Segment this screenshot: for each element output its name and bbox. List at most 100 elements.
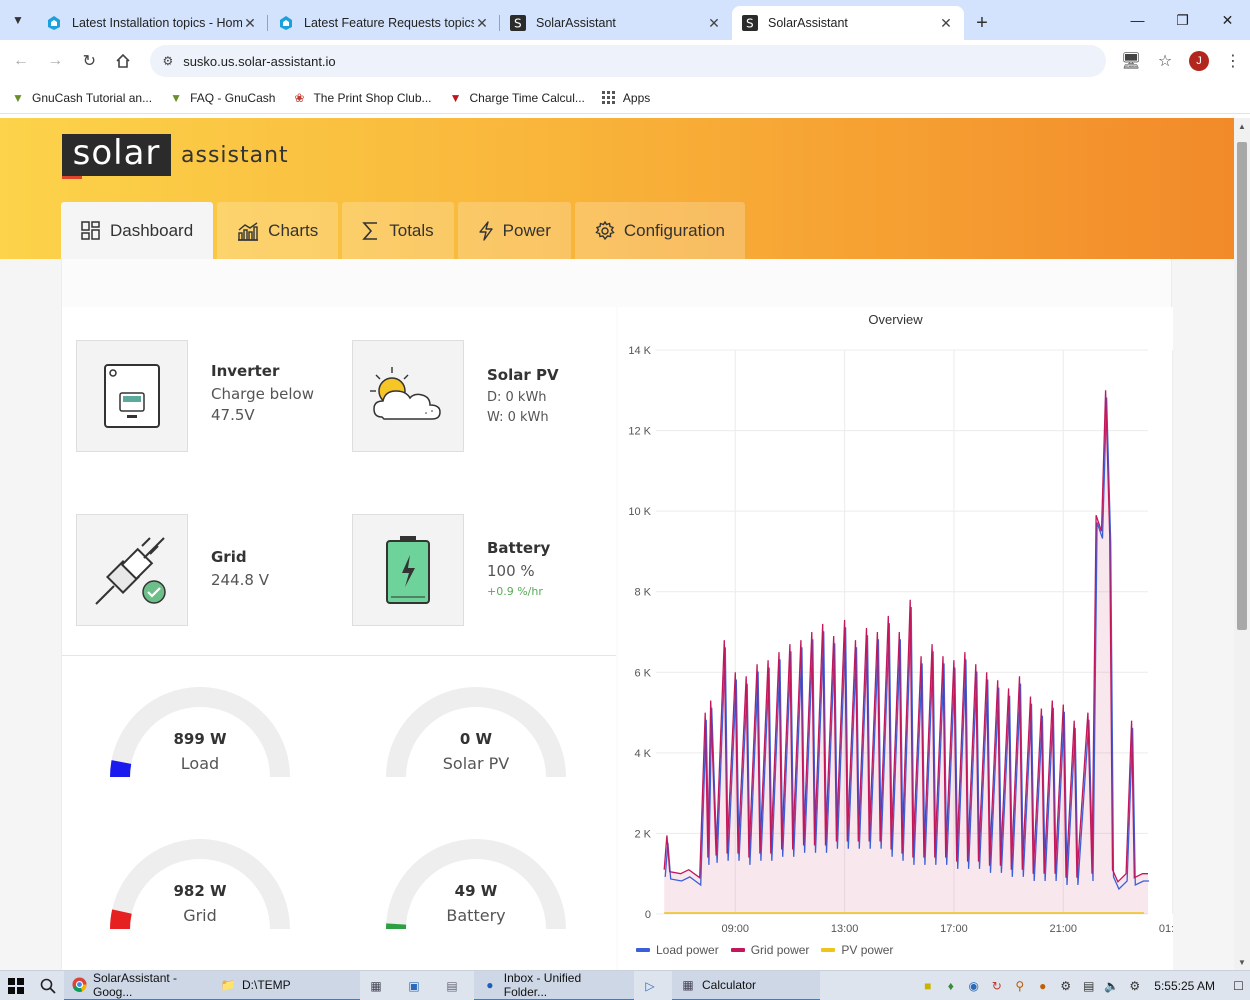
bookmark-item[interactable]: ▼ Charge Time Calcul... [448, 90, 585, 106]
taskbar-app-explorer[interactable]: 📁 D:\TEMP [212, 970, 360, 1000]
legend-item-grid[interactable]: Grid power [730, 943, 809, 957]
load-gauge[interactable]: 899 W Load [110, 687, 290, 787]
inverter-status: Charge below [211, 385, 314, 403]
app-logo[interactable]: solar assistant [62, 133, 289, 179]
legend-item-pv[interactable]: PV power [821, 943, 893, 957]
tab-configuration[interactable]: Configuration [574, 202, 745, 259]
taskbar-app-chrome[interactable]: SolarAssistant - Goog... [64, 970, 212, 1000]
tab-search-chevron-icon[interactable]: ▼ [12, 13, 24, 27]
taskbar-clock[interactable]: 5:55:25 AM [1154, 978, 1215, 993]
tray-network-icon[interactable]: ▤ [1083, 978, 1095, 993]
windows-logo-icon [8, 977, 24, 994]
tab-power[interactable]: Power [457, 202, 571, 259]
tab-dashboard[interactable]: Dashboard [61, 202, 214, 259]
tab-close-icon[interactable]: ✕ [708, 14, 720, 31]
battery-card[interactable]: Battery 100 % +0.9 %/hr [352, 514, 550, 626]
x-tick-label: 17:00 [940, 923, 968, 935]
tray-notes-icon[interactable]: ■ [924, 978, 932, 993]
battery-gauge[interactable]: 49 W Battery [386, 839, 566, 939]
browser-tab-active[interactable]: S SolarAssistant ✕ [732, 6, 964, 40]
discourse-favicon-icon [46, 15, 62, 31]
search-icon[interactable] [32, 971, 64, 1000]
more-menu-icon[interactable]: ⋮ [1225, 53, 1242, 70]
tab-close-icon[interactable]: ✕ [940, 14, 952, 31]
battery-soc: 100 % [487, 562, 535, 580]
browser-tab[interactable]: Latest Feature Requests topics - ✕ [268, 6, 500, 40]
tab-title: SolarAssistant [768, 16, 848, 30]
restore-window-icon[interactable]: ❐ [1176, 11, 1189, 28]
profile-avatar[interactable]: J [1189, 51, 1210, 71]
app-window-icon: ▦ [370, 978, 382, 993]
section-divider [62, 655, 616, 656]
taskbar-app-mail[interactable]: ● Inbox - Unified Folder... [474, 970, 634, 1000]
solar-daily-yield: D: 0 kWh [487, 390, 547, 405]
inverter-icon [76, 340, 188, 452]
bookmark-label: The Print Shop Club... [313, 90, 432, 105]
charts-icon [237, 221, 259, 241]
bookmark-item[interactable]: Apps [601, 90, 650, 106]
tab-close-icon[interactable]: ✕ [476, 14, 488, 31]
load-power-line [664, 397, 1149, 891]
tray-volume-icon[interactable]: 🔈 [1104, 978, 1120, 993]
forward-arrow-icon[interactable]: → [47, 52, 64, 69]
new-tab-plus-icon[interactable]: + [976, 11, 988, 34]
tray-gear-icon[interactable]: ⚙ [1060, 978, 1072, 993]
tab-charts[interactable]: Charts [217, 202, 339, 259]
tab-close-icon[interactable]: ✕ [244, 14, 256, 31]
scroll-up-icon[interactable]: ▲ [1238, 121, 1246, 131]
tray-settings-icon[interactable]: ⚙ [1129, 978, 1141, 993]
solar-pv-label: Solar PV [442, 754, 510, 773]
solar-pv-card[interactable]: Solar PV D: 0 kWh W: 0 kWh [352, 340, 559, 452]
taskbar-app-calculator[interactable]: ▦ Calculator [672, 970, 820, 1000]
taskbar-pinned-app[interactable]: ▦ [360, 971, 398, 1000]
bookmark-item[interactable]: ▼ FAQ - GnuCash [168, 90, 275, 106]
remote-desktop-icon: ▣ [408, 978, 420, 993]
legend-item-load[interactable]: Load power [636, 943, 719, 957]
notepad-icon: ▤ [446, 978, 458, 993]
minimize-window-icon[interactable]: — [1130, 12, 1145, 28]
grid-voltage: 244.8 V [211, 571, 269, 589]
svg-text:S: S [514, 17, 522, 31]
tray-app-icon[interactable]: ● [1039, 978, 1047, 993]
bolt-icon [478, 220, 494, 241]
scroll-down-icon[interactable]: ▼ [1238, 957, 1246, 967]
reload-icon[interactable]: ↻ [82, 53, 96, 70]
site-settings-icon[interactable]: ⚙ [162, 54, 174, 68]
taskbar-pinned-app[interactable]: ▤ [436, 971, 474, 1000]
tray-search-icon[interactable]: ⚲ [1015, 978, 1025, 993]
tab-separator [267, 15, 268, 31]
battery-rate: +0.9 %/hr [487, 585, 543, 598]
bookmark-star-icon[interactable]: ☆ [1157, 53, 1173, 70]
y-tick-label: 14 K [628, 345, 651, 357]
y-tick-label: 10 K [628, 506, 651, 518]
load-label: Load [180, 754, 220, 773]
home-icon[interactable] [106, 43, 140, 79]
scrollbar-thumb[interactable] [1237, 142, 1247, 630]
tray-sync-icon[interactable]: ↻ [991, 978, 1002, 993]
back-arrow-icon[interactable]: ← [13, 52, 30, 69]
inverter-title: Inverter [211, 362, 280, 380]
grid-gauge[interactable]: 982 W Grid [110, 839, 290, 939]
taskbar-pinned-app[interactable]: ▷ [634, 971, 672, 1000]
bookmark-item[interactable]: ❀ The Print Shop Club... [291, 90, 431, 106]
solar-pv-gauge[interactable]: 0 W Solar PV [386, 687, 566, 787]
system-tray: ■ ♦ ◉ ↻ ⚲ ● ⚙ ▤ 🔈 ⚙ 5:55:25 AM ☐ [916, 971, 1250, 1000]
address-bar[interactable]: ⚙ susko.us.solar-assistant.io [150, 45, 1107, 77]
notification-icon[interactable]: ☐ [1233, 978, 1244, 993]
start-button[interactable] [0, 971, 32, 1000]
tray-network-globe-icon[interactable]: ◉ [968, 978, 980, 993]
inverter-card[interactable]: Inverter Charge below 47.5V [76, 340, 314, 452]
tab-totals[interactable]: Totals [342, 202, 454, 259]
browser-tab[interactable]: S SolarAssistant ✕ [500, 6, 732, 40]
overview-chart[interactable]: 0 2 K 4 K 6 K 8 K 10 K 12 K 14 K 09:00 13:00 17:00… [618, 307, 1173, 937]
gauge-track [110, 687, 290, 778]
taskbar-pinned-app[interactable]: ▣ [398, 971, 436, 1000]
page-scrollbar[interactable]: ▲ ▼ [1234, 118, 1250, 970]
tray-shield-icon[interactable]: ♦ [947, 978, 954, 993]
solarassistant-favicon-icon: S [742, 15, 758, 31]
grid-card[interactable]: Grid 244.8 V [76, 514, 269, 626]
browser-tab[interactable]: Latest Installation topics - Home ✕ [36, 6, 268, 40]
close-window-icon[interactable]: ✕ [1221, 11, 1234, 28]
install-app-icon[interactable]: 🖥 [1120, 53, 1142, 70]
bookmark-item[interactable]: ▼ GnuCash Tutorial an... [10, 90, 152, 106]
